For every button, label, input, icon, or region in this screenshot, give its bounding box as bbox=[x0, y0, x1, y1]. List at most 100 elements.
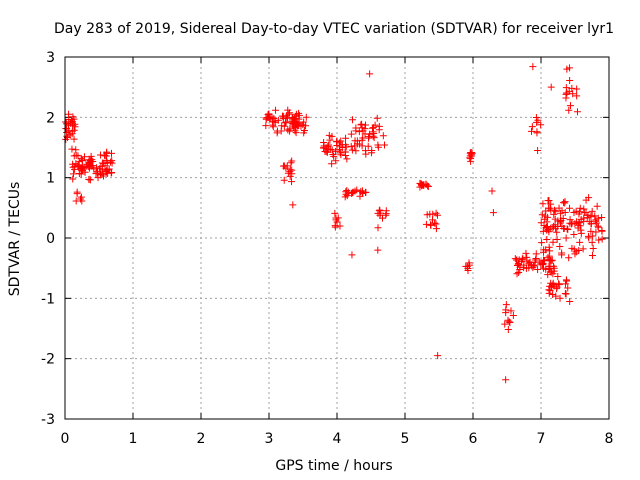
data-point-marker bbox=[78, 157, 86, 165]
data-point-marker bbox=[262, 122, 270, 130]
data-point-marker bbox=[432, 209, 440, 217]
data-point-marker bbox=[92, 170, 100, 178]
data-point-marker bbox=[272, 106, 280, 114]
data-point-marker bbox=[538, 239, 546, 247]
data-point-marker bbox=[347, 142, 355, 150]
data-point-marker bbox=[547, 200, 555, 208]
data-point-marker bbox=[417, 180, 425, 188]
data-point-marker bbox=[555, 204, 563, 212]
data-point-marker bbox=[598, 227, 606, 235]
data-point-marker bbox=[362, 150, 370, 158]
data-point-marker bbox=[566, 297, 574, 305]
data-point-marker bbox=[591, 212, 599, 220]
data-point-marker bbox=[77, 195, 85, 203]
data-point-marker bbox=[531, 261, 539, 269]
data-point-marker bbox=[62, 118, 70, 126]
data-point-marker bbox=[545, 196, 553, 204]
data-point-marker bbox=[547, 83, 555, 91]
data-point-marker bbox=[598, 235, 606, 243]
data-point-marker bbox=[108, 168, 116, 176]
data-point-marker bbox=[556, 294, 564, 302]
data-point-marker bbox=[86, 159, 94, 167]
data-point-marker bbox=[566, 204, 574, 212]
data-point-marker bbox=[569, 90, 577, 98]
data-point-marker bbox=[108, 157, 116, 165]
data-point-marker bbox=[549, 270, 557, 278]
data-point-marker bbox=[379, 132, 387, 140]
data-point-marker bbox=[432, 225, 440, 233]
y-axis-label: SDTVAR / TECUs bbox=[7, 182, 23, 297]
data-point-marker bbox=[467, 157, 475, 165]
data-point-marker bbox=[329, 150, 337, 158]
data-point-marker bbox=[365, 133, 373, 141]
data-point-marker bbox=[374, 224, 382, 232]
data-point-marker bbox=[106, 158, 114, 166]
data-point-marker bbox=[542, 265, 550, 273]
data-point-marker bbox=[549, 290, 557, 298]
data-point-marker bbox=[352, 124, 360, 132]
data-point-marker bbox=[94, 174, 102, 182]
data-point-marker bbox=[65, 110, 73, 118]
y-tick-label: 2 bbox=[46, 110, 55, 126]
data-point-marker bbox=[269, 123, 277, 131]
data-point-marker bbox=[561, 280, 569, 288]
data-point-marker bbox=[515, 269, 523, 277]
data-point-marker bbox=[575, 210, 583, 218]
data-point-marker bbox=[557, 216, 565, 224]
data-point-marker bbox=[540, 221, 548, 229]
data-point-marker bbox=[286, 109, 294, 117]
data-point-marker bbox=[534, 266, 542, 274]
data-point-marker bbox=[502, 301, 510, 309]
data-point-marker bbox=[300, 118, 308, 126]
data-point-marker bbox=[552, 292, 560, 300]
data-point-marker bbox=[356, 192, 364, 200]
data-point-marker bbox=[374, 246, 382, 254]
data-point-marker bbox=[546, 264, 554, 272]
data-point-marker bbox=[341, 141, 349, 149]
data-point-marker bbox=[302, 113, 310, 121]
data-point-marker bbox=[343, 192, 351, 200]
data-point-marker bbox=[584, 211, 592, 219]
data-point-marker bbox=[293, 118, 301, 126]
data-point-marker bbox=[370, 134, 378, 142]
data-point-marker bbox=[598, 214, 606, 222]
data-point-marker bbox=[501, 320, 509, 328]
data-point-marker bbox=[507, 307, 515, 315]
data-point-marker bbox=[97, 162, 105, 170]
data-point-marker bbox=[573, 108, 581, 116]
data-point-marker bbox=[359, 188, 367, 196]
data-point-marker bbox=[292, 110, 300, 118]
data-point-marker bbox=[73, 188, 81, 196]
data-point-marker bbox=[565, 254, 573, 262]
x-tick-label: 1 bbox=[129, 431, 138, 447]
data-point-marker bbox=[71, 120, 79, 128]
data-point-marker bbox=[520, 261, 528, 269]
data-point-marker bbox=[328, 160, 336, 168]
data-point-marker bbox=[331, 209, 339, 217]
data-point-marker bbox=[70, 135, 78, 143]
data-point-marker bbox=[69, 160, 77, 168]
data-point-marker bbox=[561, 208, 569, 216]
data-point-marker bbox=[351, 142, 359, 150]
data-point-marker bbox=[528, 123, 536, 131]
data-point-marker bbox=[573, 85, 581, 93]
data-point-marker bbox=[543, 218, 551, 226]
data-point-marker bbox=[576, 238, 584, 246]
data-point-marker bbox=[328, 132, 336, 140]
data-point-marker bbox=[382, 207, 390, 215]
data-point-marker bbox=[558, 249, 566, 257]
data-point-marker bbox=[80, 164, 88, 172]
data-point-marker bbox=[552, 207, 560, 215]
data-point-marker bbox=[368, 149, 376, 157]
data-point-marker bbox=[529, 262, 537, 270]
data-point-marker bbox=[292, 117, 300, 125]
data-point-marker bbox=[374, 141, 382, 149]
data-point-marker bbox=[352, 147, 360, 155]
data-point-marker bbox=[99, 172, 107, 180]
data-points bbox=[62, 63, 606, 384]
data-point-marker bbox=[502, 306, 510, 314]
data-point-marker bbox=[277, 127, 285, 135]
data-point-marker bbox=[364, 142, 372, 150]
data-point-marker bbox=[566, 76, 574, 84]
